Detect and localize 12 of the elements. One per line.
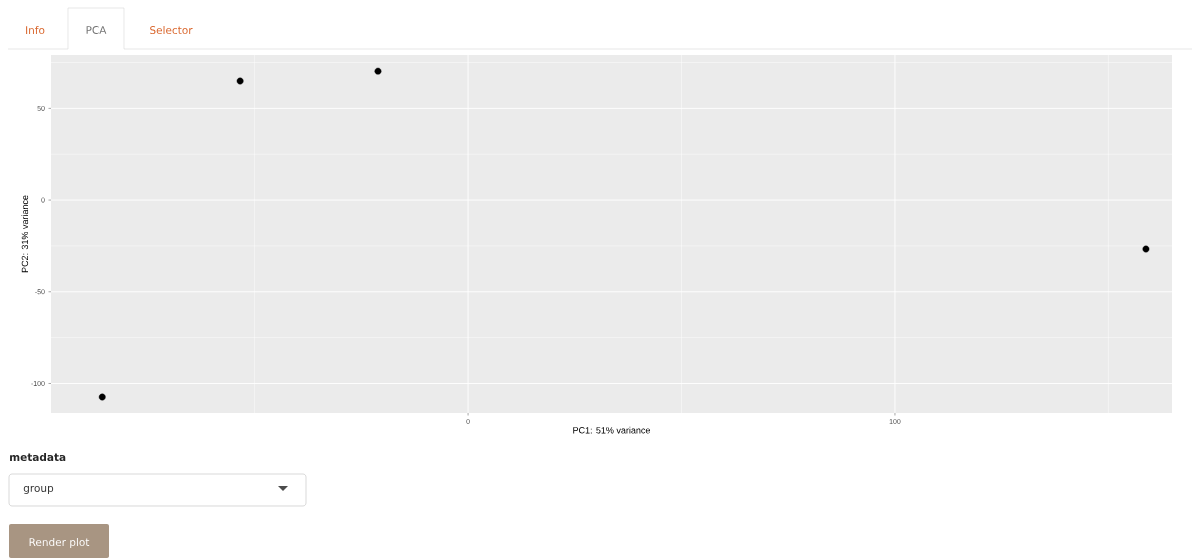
point bbox=[236, 77, 244, 85]
y-axis-title: PC2: 31% variance bbox=[21, 195, 29, 273]
point bbox=[374, 67, 382, 75]
x-axis-title: PC1: 51% variance bbox=[573, 426, 651, 434]
text: metadata bbox=[10, 452, 66, 462]
point bbox=[1142, 245, 1150, 253]
text: Selector bbox=[150, 25, 193, 35]
text: Render plot bbox=[29, 537, 90, 549]
text: group bbox=[23, 485, 54, 495]
text: Info bbox=[26, 25, 45, 35]
point bbox=[98, 393, 106, 401]
text: PCA bbox=[86, 26, 107, 34]
